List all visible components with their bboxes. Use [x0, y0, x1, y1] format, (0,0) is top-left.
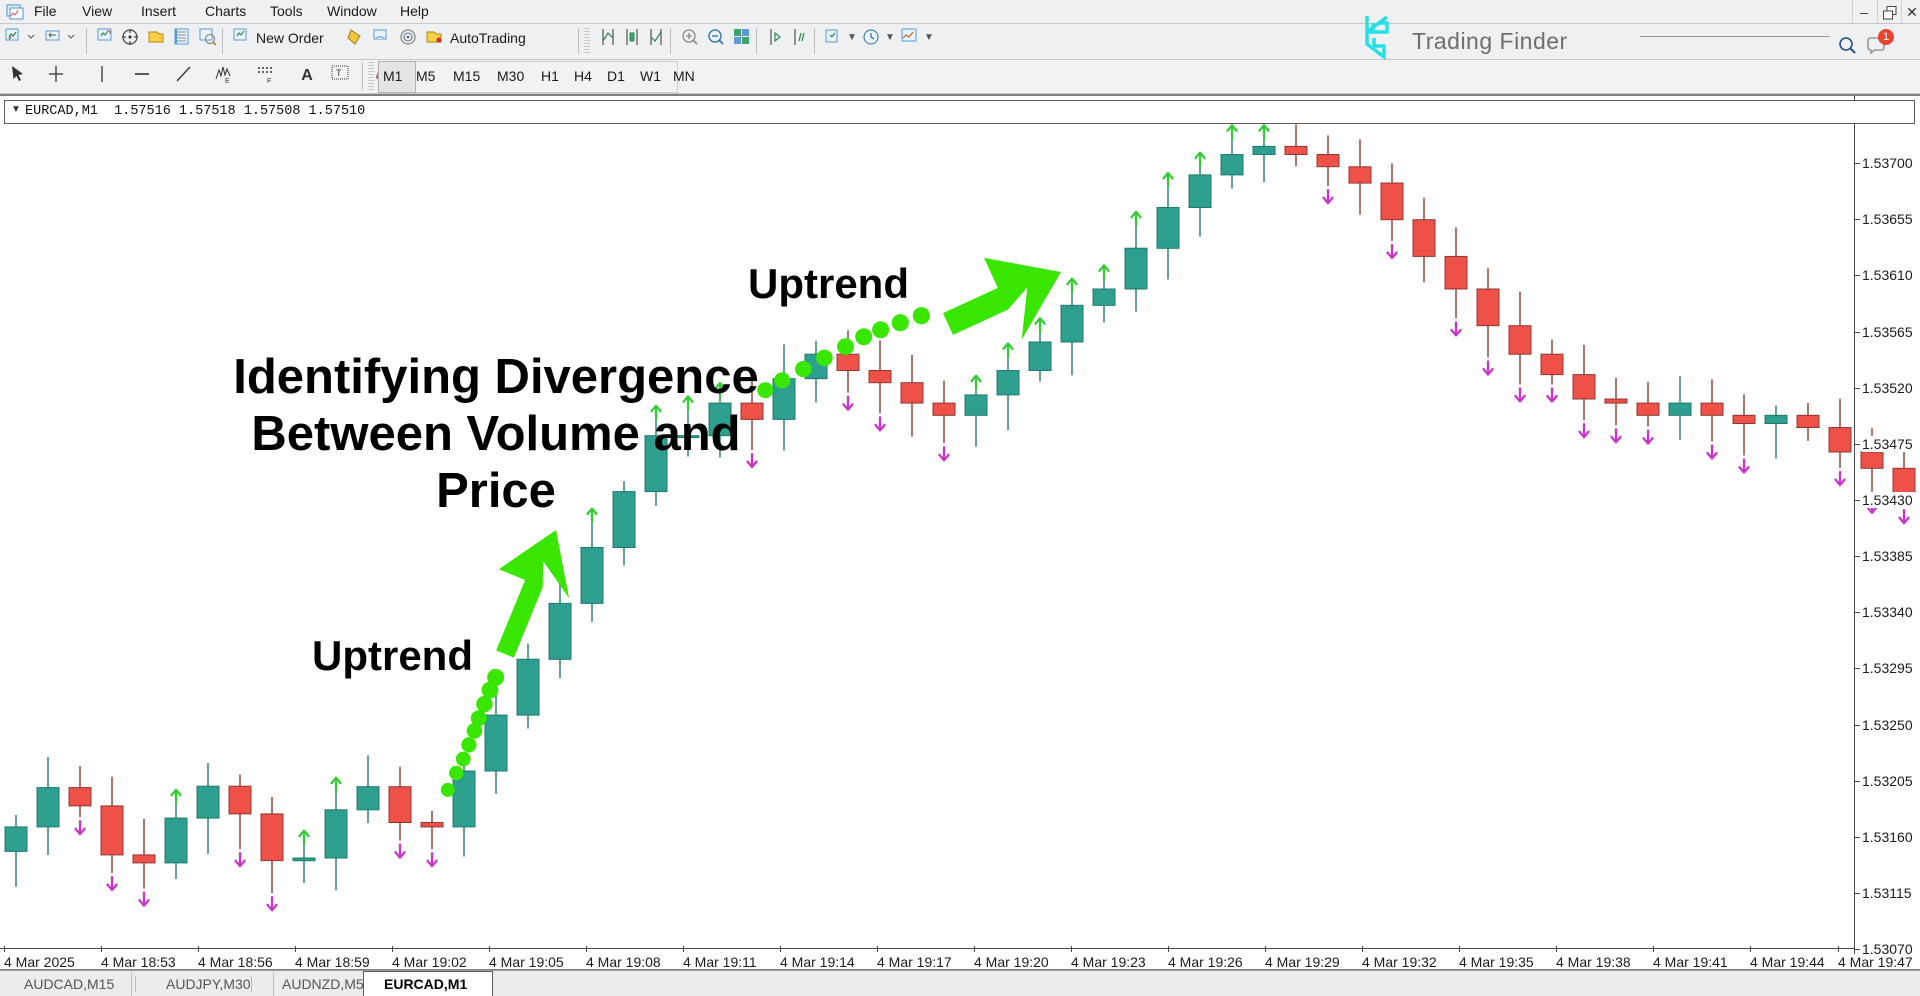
svg-text:E: E: [225, 78, 230, 84]
svg-text:T: T: [336, 68, 342, 78]
svg-text:F: F: [267, 78, 271, 84]
